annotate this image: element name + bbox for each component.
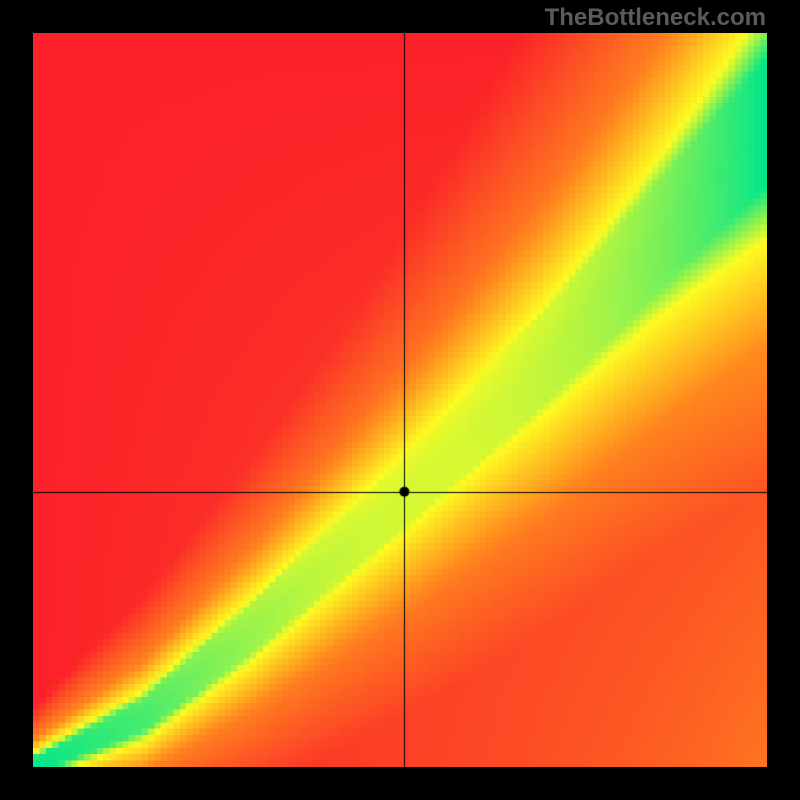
- crosshair-overlay: [0, 0, 800, 800]
- watermark-text: TheBottleneck.com: [545, 4, 766, 32]
- chart-container: TheBottleneck.com: [0, 0, 800, 800]
